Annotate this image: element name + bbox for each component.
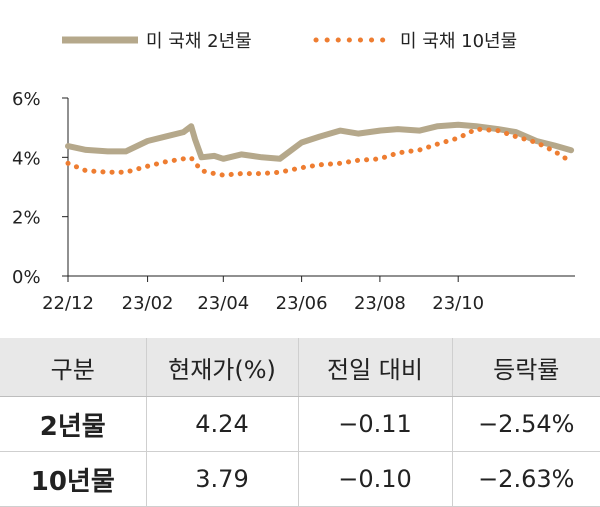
x-tick-label: 23/10 bbox=[432, 293, 484, 314]
header-change: 전일 대비 bbox=[297, 338, 452, 397]
x-tick-label: 23/06 bbox=[276, 293, 328, 314]
chart-ticks: 0% 2% 4% 6% 22/12 23/02 23/04 23/06 23/08 23/10 bbox=[12, 89, 484, 314]
header-rate: 등락률 bbox=[451, 338, 600, 397]
row-name: 2년물 bbox=[0, 396, 146, 452]
yield-summary-table: 구분 현재가(%) 전일 대비 등락률 2년물 4.24 −0.11 −2.54… bbox=[0, 338, 600, 507]
x-tick-label: 23/02 bbox=[122, 293, 174, 314]
header-price: 현재가(%) bbox=[145, 338, 298, 397]
table-header-row: 구분 현재가(%) 전일 대비 등락률 bbox=[0, 338, 600, 397]
x-tick-label: 22/12 bbox=[42, 293, 94, 314]
y-tick-label: 2% bbox=[12, 208, 41, 229]
y-tick-label: 0% bbox=[12, 267, 41, 288]
series-line-10y bbox=[65, 126, 574, 178]
legend-label-10y: 미 국채 10년물 bbox=[400, 31, 517, 52]
y-tick-label: 4% bbox=[12, 148, 41, 169]
chart-lines bbox=[65, 121, 575, 178]
table-row: 10년물 3.79 −0.10 −2.63% bbox=[0, 451, 600, 507]
header-category: 구분 bbox=[0, 338, 146, 397]
row-rate: −2.63% bbox=[451, 451, 600, 507]
row-rate: −2.54% bbox=[451, 396, 600, 452]
x-tick-label: 23/08 bbox=[354, 293, 406, 314]
yield-chart: 미 국채 2년물 미 국채 10년물 0% 2% 4% 6% 22/12 23/02 23/… bbox=[12, 31, 575, 314]
row-change: −0.11 bbox=[297, 396, 452, 452]
legend-label-2y: 미 국채 2년물 bbox=[146, 31, 252, 52]
x-tick-label: 23/04 bbox=[197, 293, 249, 314]
row-name: 10년물 bbox=[0, 451, 146, 507]
table-row: 2년물 4.24 −0.11 −2.54% bbox=[0, 396, 600, 452]
chart-legend: 미 국채 2년물 미 국채 10년물 bbox=[62, 31, 517, 52]
y-tick-label: 6% bbox=[12, 89, 41, 110]
series-line-2y bbox=[65, 121, 575, 162]
row-price: 3.79 bbox=[145, 451, 298, 507]
row-price: 4.24 bbox=[145, 396, 298, 452]
row-change: −0.10 bbox=[297, 451, 452, 507]
chart-axes bbox=[67, 98, 575, 277]
